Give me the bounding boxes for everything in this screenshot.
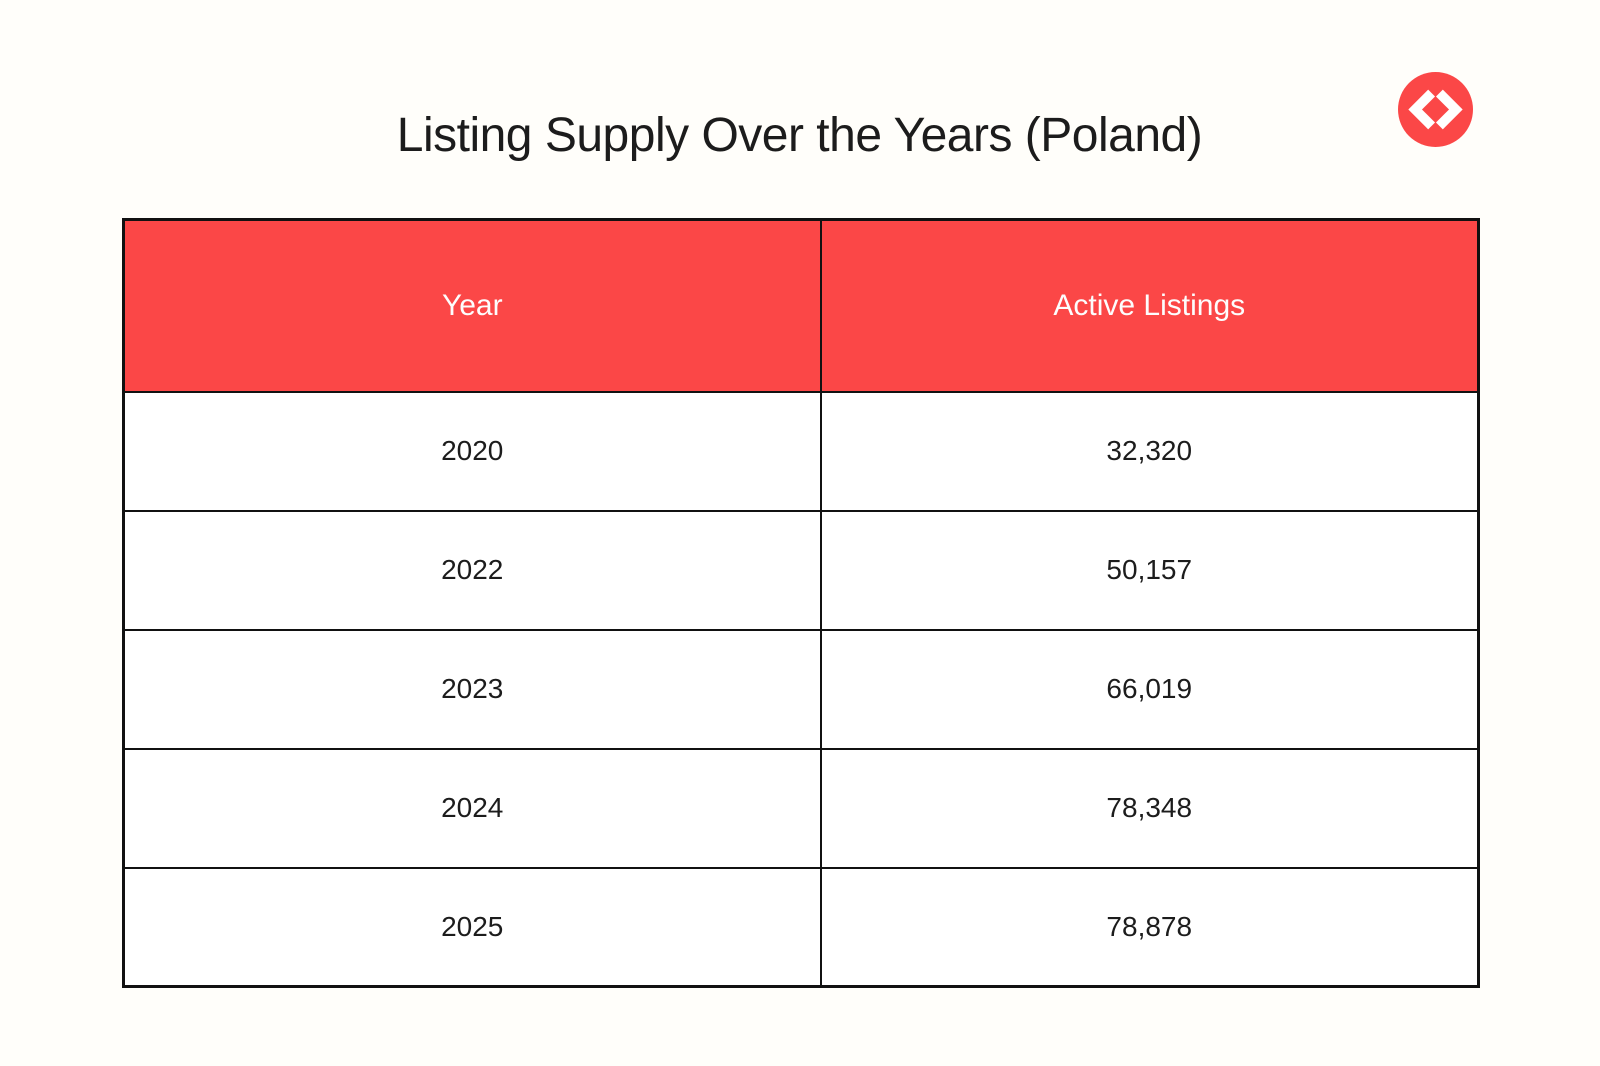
table-row: 2023 66,019 xyxy=(122,628,1480,750)
page-title: Listing Supply Over the Years (Poland) xyxy=(396,109,1203,162)
active-listings-cell: 32,320 xyxy=(819,390,1480,512)
brand-logo xyxy=(1398,72,1473,147)
year-cell: 2024 xyxy=(122,747,822,869)
year-cell: 2025 xyxy=(122,866,822,988)
table-row: 2025 78,878 xyxy=(122,866,1480,988)
code-brackets-icon xyxy=(1398,72,1473,147)
active-listings-cell: 78,348 xyxy=(819,747,1480,869)
year-cell: 2020 xyxy=(122,390,822,512)
active-listings-cell: 78,878 xyxy=(819,866,1480,988)
year-cell: 2023 xyxy=(122,628,822,750)
table-header-row: Year Active Listings xyxy=(122,218,1480,393)
table-row: 2020 32,320 xyxy=(122,390,1480,512)
table-row: 2024 78,348 xyxy=(122,747,1480,869)
listing-supply-table: Year Active Listings 2020 32,320 2022 50… xyxy=(122,218,1480,988)
column-header-year: Year xyxy=(122,218,822,393)
table-row: 2022 50,157 xyxy=(122,509,1480,631)
active-listings-cell: 66,019 xyxy=(819,628,1480,750)
active-listings-cell: 50,157 xyxy=(819,509,1480,631)
column-header-active-listings: Active Listings xyxy=(819,218,1480,393)
year-cell: 2022 xyxy=(122,509,822,631)
